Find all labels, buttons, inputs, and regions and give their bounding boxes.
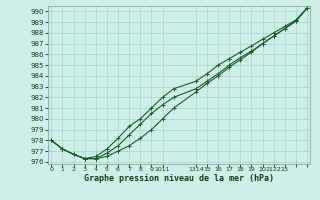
X-axis label: Graphe pression niveau de la mer (hPa): Graphe pression niveau de la mer (hPa): [84, 174, 274, 183]
